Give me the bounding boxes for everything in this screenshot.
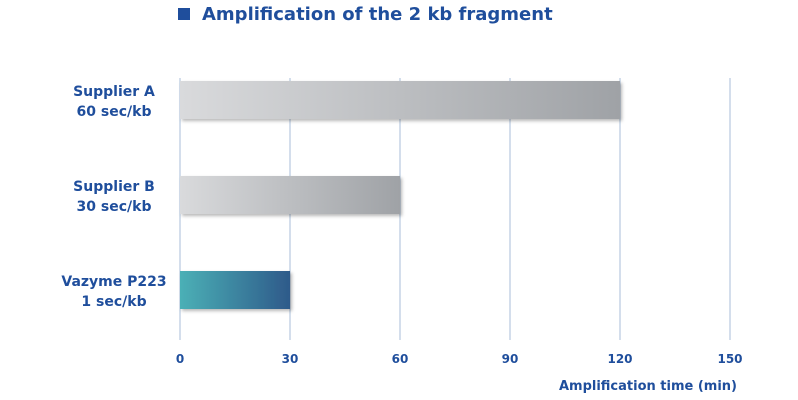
chart-title-text: Amplification of the 2 kb fragment [202,4,553,25]
category-label-line: 30 sec/kb [77,199,152,215]
category-label: Supplier A 60 sec/kb [73,84,155,120]
x-tick-label: 90 [502,352,519,366]
category-label-line: Vazyme P223 [61,274,166,290]
category-label-line: Supplier A [73,84,155,100]
x-tick-label: 120 [607,352,632,366]
x-tick-label: 60 [392,352,409,366]
category-labels: Supplier A 60 sec/kb Supplier B 30 sec/kb Va… [61,84,166,310]
x-tick-label: 0 [176,352,184,366]
category-label-line: 60 sec/kb [77,104,152,120]
bar-1 [180,176,400,214]
category-label: Supplier B 30 sec/kb [73,179,155,215]
chart-title: Amplification of the 2 kb fragment [178,4,553,25]
bar-2 [180,271,290,309]
x-tick-label: 30 [282,352,299,366]
category-label-line: 1 sec/kb [81,294,146,310]
category-label: Vazyme P223 1 sec/kb [61,274,166,310]
x-axis-title: Amplification time (min) [559,379,737,394]
x-tick-labels: 0 30 60 90 120 150 [176,352,743,366]
bar-0 [180,81,620,119]
bars [180,81,620,309]
title-square-icon [178,8,190,20]
category-label-line: Supplier B [73,179,155,195]
x-tick-label: 150 [717,352,742,366]
